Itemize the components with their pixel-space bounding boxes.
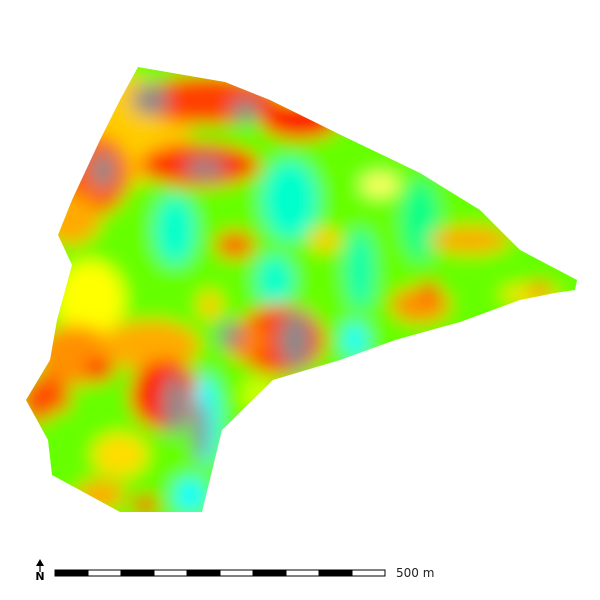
scale-bar: [54, 569, 386, 577]
scale-bar-segment: [87, 569, 122, 577]
scale-bar-segment: [120, 569, 155, 577]
scale-bar-segment: [186, 569, 221, 577]
scale-bar-segment: [351, 569, 386, 577]
scale-bar-segment: [318, 569, 353, 577]
scale-bar-segment: [219, 569, 254, 577]
north-label: N: [35, 570, 44, 583]
scale-bar-segment: [252, 569, 287, 577]
scale-bar-segment: [285, 569, 320, 577]
scale-bar-segment: [54, 569, 89, 577]
scale-bar-segment: [153, 569, 188, 577]
north-arrow-icon: N: [35, 559, 45, 583]
scale-bar-label: 500 m: [396, 566, 435, 580]
